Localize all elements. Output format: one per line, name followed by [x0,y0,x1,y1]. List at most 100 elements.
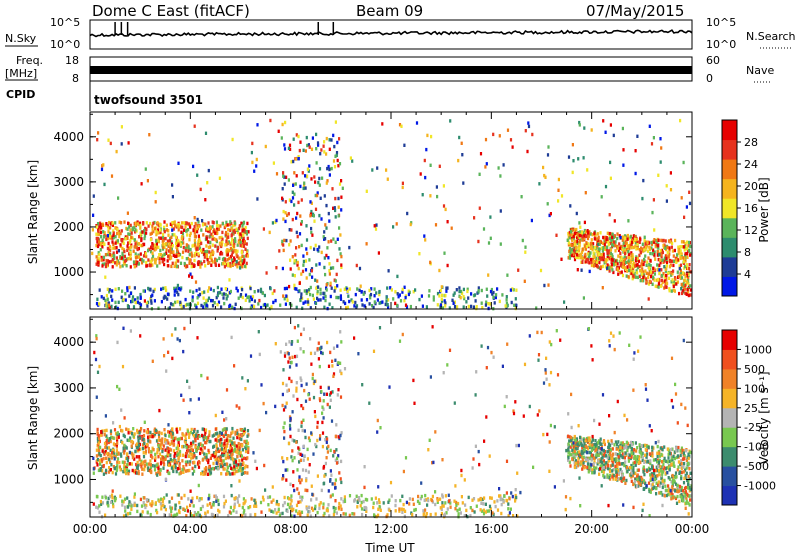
echo-cell [97,260,100,265]
echo-cell [290,228,293,232]
echo-cell [95,243,98,248]
echo-cell [328,262,331,266]
echo-cell [175,461,178,465]
echo-cell [163,229,166,234]
echo-cell [444,304,447,308]
echo-cell [197,242,200,246]
echo-cell [680,466,683,471]
echo-cell [563,300,566,304]
echo-cell [243,439,246,444]
echo-cell [635,269,638,273]
echo-cell [640,246,643,250]
echo-cell [477,239,480,244]
echo-cell [204,428,208,432]
echo-cell [233,465,236,469]
echo-cell [149,465,153,470]
echo-cell [184,469,188,473]
echo-cell [363,505,366,510]
echo-cell [186,429,189,434]
echo-cell [328,219,331,223]
echo-cell [116,460,119,464]
echo-cell [663,256,666,260]
echo-cell [665,256,668,261]
echo-cell [623,261,626,265]
echo-cell [153,434,156,438]
echo-cell [586,462,590,466]
echo-cell [635,257,638,261]
echo-cell [617,272,620,276]
echo-cell [221,464,224,469]
echo-cell [346,287,349,291]
echo-cell [418,297,421,302]
echo-cell [608,269,611,273]
echo-cell [126,248,129,252]
echo-cell [300,222,303,226]
echo-cell [679,462,682,466]
echo-cell [634,149,637,153]
echo-cell [177,241,180,245]
echo-cell [105,262,108,267]
echo-cell [662,462,665,467]
echo-cell [173,286,176,291]
echo-cell [290,199,293,204]
echo-cell [658,270,661,274]
echo-cell [682,481,686,485]
echo-cell [590,245,593,249]
echo-cell [168,447,171,451]
echo-cell [190,251,193,255]
echo-cell [616,464,619,469]
echo-cell [207,296,211,300]
echo-cell [244,449,248,454]
echo-cell [613,263,616,267]
echo-cell [184,249,187,253]
echo-cell [100,295,103,299]
echo-cell [109,234,112,239]
echo-cell [211,237,214,241]
echo-cell [260,305,263,310]
echo-cell [243,508,246,513]
echo-cell [549,212,552,216]
echo-cell [659,446,662,450]
echo-cell [638,253,641,258]
echo-cell [110,174,114,178]
echo-cell [585,234,588,239]
echo-cell [627,244,630,248]
echo-cell [162,458,165,462]
echo-cell [631,474,634,478]
echo-cell [119,231,122,236]
echo-cell [325,226,328,230]
echo-cell [285,286,288,291]
echo-cell [217,460,220,464]
echo-cell [133,495,136,499]
echo-cell [322,235,325,239]
echo-cell [521,238,524,243]
echo-cell [655,243,658,247]
echo-cell [568,439,571,443]
echo-cell [571,170,574,175]
echo-cell [241,448,244,452]
echo-cell [135,455,138,459]
echo-cell [157,256,160,260]
echo-cell [679,268,682,273]
echo-cell [665,264,668,268]
echo-cell [181,255,184,260]
echo-cell [126,467,129,472]
echo-cell [627,259,630,263]
echo-cell [586,236,590,241]
echo-cell [236,428,239,433]
echo-cell [371,168,374,172]
echo-cell [271,291,274,296]
echo-cell [323,140,326,144]
echo-cell [686,249,689,253]
echo-cell [571,443,574,447]
echo-cell [624,256,627,260]
echo-cell [602,463,605,468]
echo-cell [318,503,321,507]
echo-cell [95,301,99,306]
echo-cell [678,274,681,279]
echo-cell [334,279,337,283]
echo-cell [612,270,615,275]
echo-cell [470,304,473,309]
echo-cell [679,453,682,458]
echo-cell [683,490,686,495]
